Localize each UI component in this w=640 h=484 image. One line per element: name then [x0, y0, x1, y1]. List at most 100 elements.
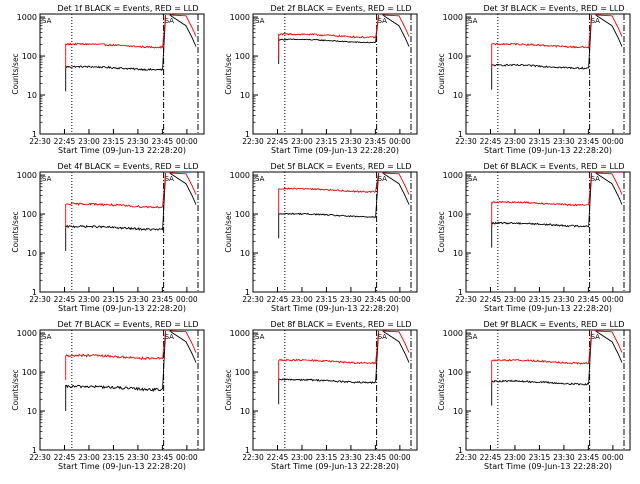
- x-tick-label: 23:00: [291, 453, 313, 462]
- chart-panel-9: Det 9f BLACK = Events, RED = LLD 1 10 100 10…: [437, 320, 631, 471]
- x-tick-label: 23:00: [78, 137, 100, 146]
- x-tick-label: 22:45: [54, 137, 76, 146]
- x-tick-label: 23:15: [316, 453, 338, 462]
- x-tick-label: 23:45: [152, 137, 174, 146]
- chart-title: Det 1f BLACK = Events, RED = LLD: [57, 4, 198, 13]
- plot-frame: [252, 329, 418, 451]
- plot-frame: [465, 13, 631, 135]
- y-tick-label: 10: [453, 407, 463, 416]
- chart-panel-4: Det 4f BLACK = Events, RED = LLD 1 10 100 10…: [11, 162, 205, 313]
- y-tick-label: 10: [27, 249, 37, 258]
- series-line-events: [65, 14, 167, 92]
- x-tick-label: 00:00: [389, 453, 411, 462]
- plot-frame: [39, 171, 205, 293]
- x-tick-label: 23:45: [578, 137, 600, 146]
- x-tick-label: 23:45: [152, 295, 174, 304]
- x-axis-label: Start Time (09-Jun-13 22:28:20): [484, 146, 612, 155]
- chart-title: Det 2f BLACK = Events, RED = LLD: [270, 4, 411, 13]
- x-tick-label: 23:15: [103, 295, 125, 304]
- series-tail-events: [169, 330, 197, 363]
- y-tick-label: 1: [32, 130, 37, 139]
- saa-label-left: SA: [468, 17, 478, 25]
- y-tick-label: 100: [235, 368, 250, 377]
- x-tick-label: 23:45: [578, 453, 600, 462]
- series-tail-events: [169, 14, 197, 47]
- series-line-events: [491, 14, 593, 90]
- y-tick-label: 10: [27, 91, 37, 100]
- y-tick-label: 10: [27, 407, 37, 416]
- series-line-events: [278, 14, 380, 64]
- x-tick-label: 23:00: [291, 137, 313, 146]
- y-tick-label: 1000: [230, 329, 250, 338]
- y-tick-label: 100: [448, 210, 463, 219]
- y-axis-label: Counts/sec: [437, 369, 446, 410]
- saa-label-left: SA: [42, 333, 52, 341]
- x-tick-label: 22:45: [267, 295, 289, 304]
- x-tick-label: 23:15: [529, 137, 551, 146]
- series-tail-events: [382, 330, 410, 363]
- x-tick-label: 23:15: [529, 453, 551, 462]
- saa-label-left: SA: [255, 333, 265, 341]
- x-tick-label: 23:30: [340, 295, 362, 304]
- y-tick-label: 100: [22, 368, 37, 377]
- series-line-events: [491, 330, 593, 406]
- series-tail-lld: [169, 172, 197, 195]
- x-tick-label: 23:30: [127, 453, 149, 462]
- x-tick-label: 22:30: [29, 137, 51, 146]
- series-line-lld: [491, 172, 593, 227]
- plot-frame: [39, 329, 205, 451]
- y-tick-label: 1: [458, 130, 463, 139]
- y-axis-label: Counts/sec: [11, 211, 20, 252]
- series-line-lld: [278, 330, 380, 385]
- x-axis-label: Start Time (09-Jun-13 22:28:20): [484, 304, 612, 313]
- y-axis-label: Counts/sec: [437, 211, 446, 252]
- x-tick-label: 23:30: [340, 453, 362, 462]
- y-tick-label: 10: [240, 249, 250, 258]
- x-tick-label: 23:00: [78, 295, 100, 304]
- x-tick-label: 22:45: [480, 453, 502, 462]
- saa-label-left: SA: [255, 175, 265, 183]
- x-axis-label: Start Time (09-Jun-13 22:28:20): [271, 146, 399, 155]
- x-tick-label: 23:00: [504, 295, 526, 304]
- y-tick-label: 1: [245, 288, 250, 297]
- y-tick-label: 1: [458, 288, 463, 297]
- y-tick-label: 100: [22, 210, 37, 219]
- saa-label-right: SA: [591, 333, 601, 341]
- x-tick-label: 00:00: [389, 137, 411, 146]
- x-tick-label: 22:45: [54, 453, 76, 462]
- y-tick-label: 100: [448, 368, 463, 377]
- y-axis-label: Counts/sec: [11, 53, 20, 94]
- x-tick-label: 23:00: [504, 137, 526, 146]
- chart-title: Det 7f BLACK = Events, RED = LLD: [57, 320, 198, 329]
- chart-panel-8: Det 8f BLACK = Events, RED = LLD 1 10 100 10…: [224, 320, 418, 471]
- x-tick-label: 22:30: [242, 137, 264, 146]
- saa-label-right: SA: [378, 333, 388, 341]
- x-axis-label: Start Time (09-Jun-13 22:28:20): [271, 304, 399, 313]
- plot-frame: [39, 13, 205, 135]
- chart-title: Det 4f BLACK = Events, RED = LLD: [57, 162, 198, 171]
- x-tick-label: 23:15: [103, 453, 125, 462]
- series-line-lld: [65, 14, 167, 69]
- series-line-lld: [65, 330, 167, 380]
- y-tick-label: 100: [448, 52, 463, 61]
- series-line-events: [65, 172, 167, 251]
- y-tick-label: 1000: [230, 171, 250, 180]
- x-tick-label: 23:45: [365, 453, 387, 462]
- saa-label-right: SA: [165, 17, 175, 25]
- series-tail-lld: [382, 14, 410, 37]
- x-axis-label: Start Time (09-Jun-13 22:28:20): [58, 146, 186, 155]
- series-tail-lld: [595, 330, 623, 353]
- series-line-lld: [491, 14, 593, 69]
- saa-label-left: SA: [255, 17, 265, 25]
- x-tick-label: 23:15: [316, 295, 338, 304]
- series-tail-lld: [382, 330, 410, 353]
- x-tick-label: 23:45: [578, 295, 600, 304]
- x-tick-label: 22:30: [242, 453, 264, 462]
- series-line-lld: [491, 330, 593, 385]
- x-axis-label: Start Time (09-Jun-13 22:28:20): [484, 462, 612, 471]
- series-tail-events: [382, 172, 410, 205]
- x-axis-label: Start Time (09-Jun-13 22:28:20): [58, 462, 186, 471]
- x-tick-label: 22:30: [455, 295, 477, 304]
- plot-frame: [252, 171, 418, 293]
